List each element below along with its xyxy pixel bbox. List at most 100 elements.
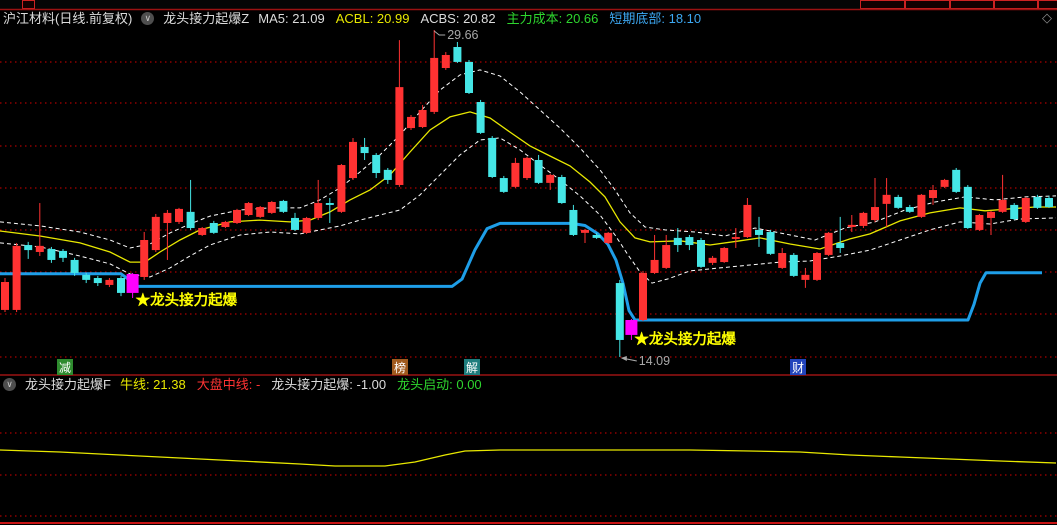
svg-text:★龙头接力起爆: ★龙头接力起爆 [136,291,238,309]
svg-text:★龙头接力起爆: ★龙头接力起爆 [634,330,736,348]
candle [441,54,450,69]
candle [766,232,775,254]
candle [325,203,334,205]
candle [488,137,497,177]
candle [650,259,659,273]
candle [1,282,9,310]
stock-title: 沪江材料(日线.前复权) [3,11,133,26]
toolbar-button-partial[interactable] [1038,0,1057,9]
candle [453,47,462,62]
candle [47,249,56,260]
candle [1021,198,1030,222]
signal-labels: ★龙头接力起爆 ★龙头接力起爆 [136,291,737,348]
candle [639,272,647,321]
svg-text:29.66: 29.66 [447,28,478,42]
sub-field-3: 龙头启动: 0.00 [397,377,482,392]
candle [755,229,763,235]
candle [743,204,752,238]
toolbar-button-partial[interactable] [22,0,35,9]
candles [1,30,1053,357]
candle [894,196,903,208]
sub-panel-line [0,449,1057,467]
candle [882,194,891,204]
svg-text:减: 减 [59,361,71,375]
gridlines [0,61,1057,517]
toolbar-button-partial[interactable] [994,0,1038,9]
candle [581,229,589,233]
chevron-down-icon[interactable]: ∨ [3,378,16,391]
candle [905,207,914,212]
panel-separators [0,8,1057,524]
candle [1010,204,1019,219]
candle [546,174,555,183]
candle [940,179,949,187]
candle [592,234,601,238]
candle [395,87,404,185]
candle [534,159,543,183]
watermark-tags: 减榜解财 [57,359,806,375]
candle [557,177,566,204]
candle [569,209,578,235]
candle [349,141,357,179]
diamond-icon[interactable]: ◇ [1042,10,1052,25]
candle [430,57,439,112]
candle [836,242,845,248]
candle [511,162,520,187]
svg-text:财: 财 [792,361,804,375]
candle [998,199,1007,212]
candle [59,250,67,258]
main-indicator-values: MA5: 21.09 ACBL: 20.99 ACBS: 20.82 主力成本: 20… [258,11,701,26]
candle [418,110,427,128]
candle [615,283,624,340]
sub-field-1: 大盘中线: - [196,377,261,392]
toolbar-button-partial[interactable] [950,0,994,9]
main-indicator-name[interactable]: 龙头接力起爆Z [163,11,250,26]
candle [662,245,671,268]
candle [256,207,265,217]
lower-band-dashed [0,137,1057,284]
sub-indicator-values: 牛线: 21.38 大盘中线: - 龙头接力起爆: -1.00 龙头启动: 0.00 [120,377,482,392]
candle [813,253,821,280]
candle [221,221,230,227]
candle [801,274,810,280]
main-chart-header: 沪江材料(日线.前复权) ∨ 龙头接力起爆Z MA5: 21.09 ACBL: 2… [3,11,701,26]
toolbar-button-partial[interactable] [860,0,905,9]
candle [175,208,183,222]
candle [244,203,253,216]
candle [952,169,961,192]
candle [233,209,241,223]
chevron-down-icon[interactable]: ∨ [141,12,155,25]
candle [267,201,276,213]
candle [859,212,868,226]
sub-field-2: 龙头接力起爆: -1.00 [271,377,387,392]
svg-text:14.09: 14.09 [639,354,670,368]
price-labels: 29.66 14.09 [433,28,670,368]
bull-line-yellow [0,449,1057,467]
candle [279,200,288,212]
candle [824,232,833,255]
candle [465,61,473,93]
sub-field-0: 牛线: 21.38 [119,377,186,392]
sub-indicator-name[interactable]: 龙头接力起爆F [25,377,111,392]
toolbar-button-partial[interactable] [905,0,950,9]
candle [499,178,508,192]
support-line-cyan [0,221,1042,322]
main-field-2: ACBS: 20.82 [420,11,496,26]
upper-band-dashed [0,69,1057,249]
candle [198,228,207,235]
candle [337,165,346,212]
candle [685,237,694,246]
ma-line-yellow [0,111,1056,263]
candle [151,216,160,251]
candle [1033,196,1042,208]
candle [789,254,798,276]
candle [302,217,311,233]
candle [82,274,91,280]
candle [291,217,299,230]
candle [720,247,729,263]
candle [314,203,323,218]
candle [117,278,125,293]
candle [987,211,995,218]
candle [360,146,369,154]
